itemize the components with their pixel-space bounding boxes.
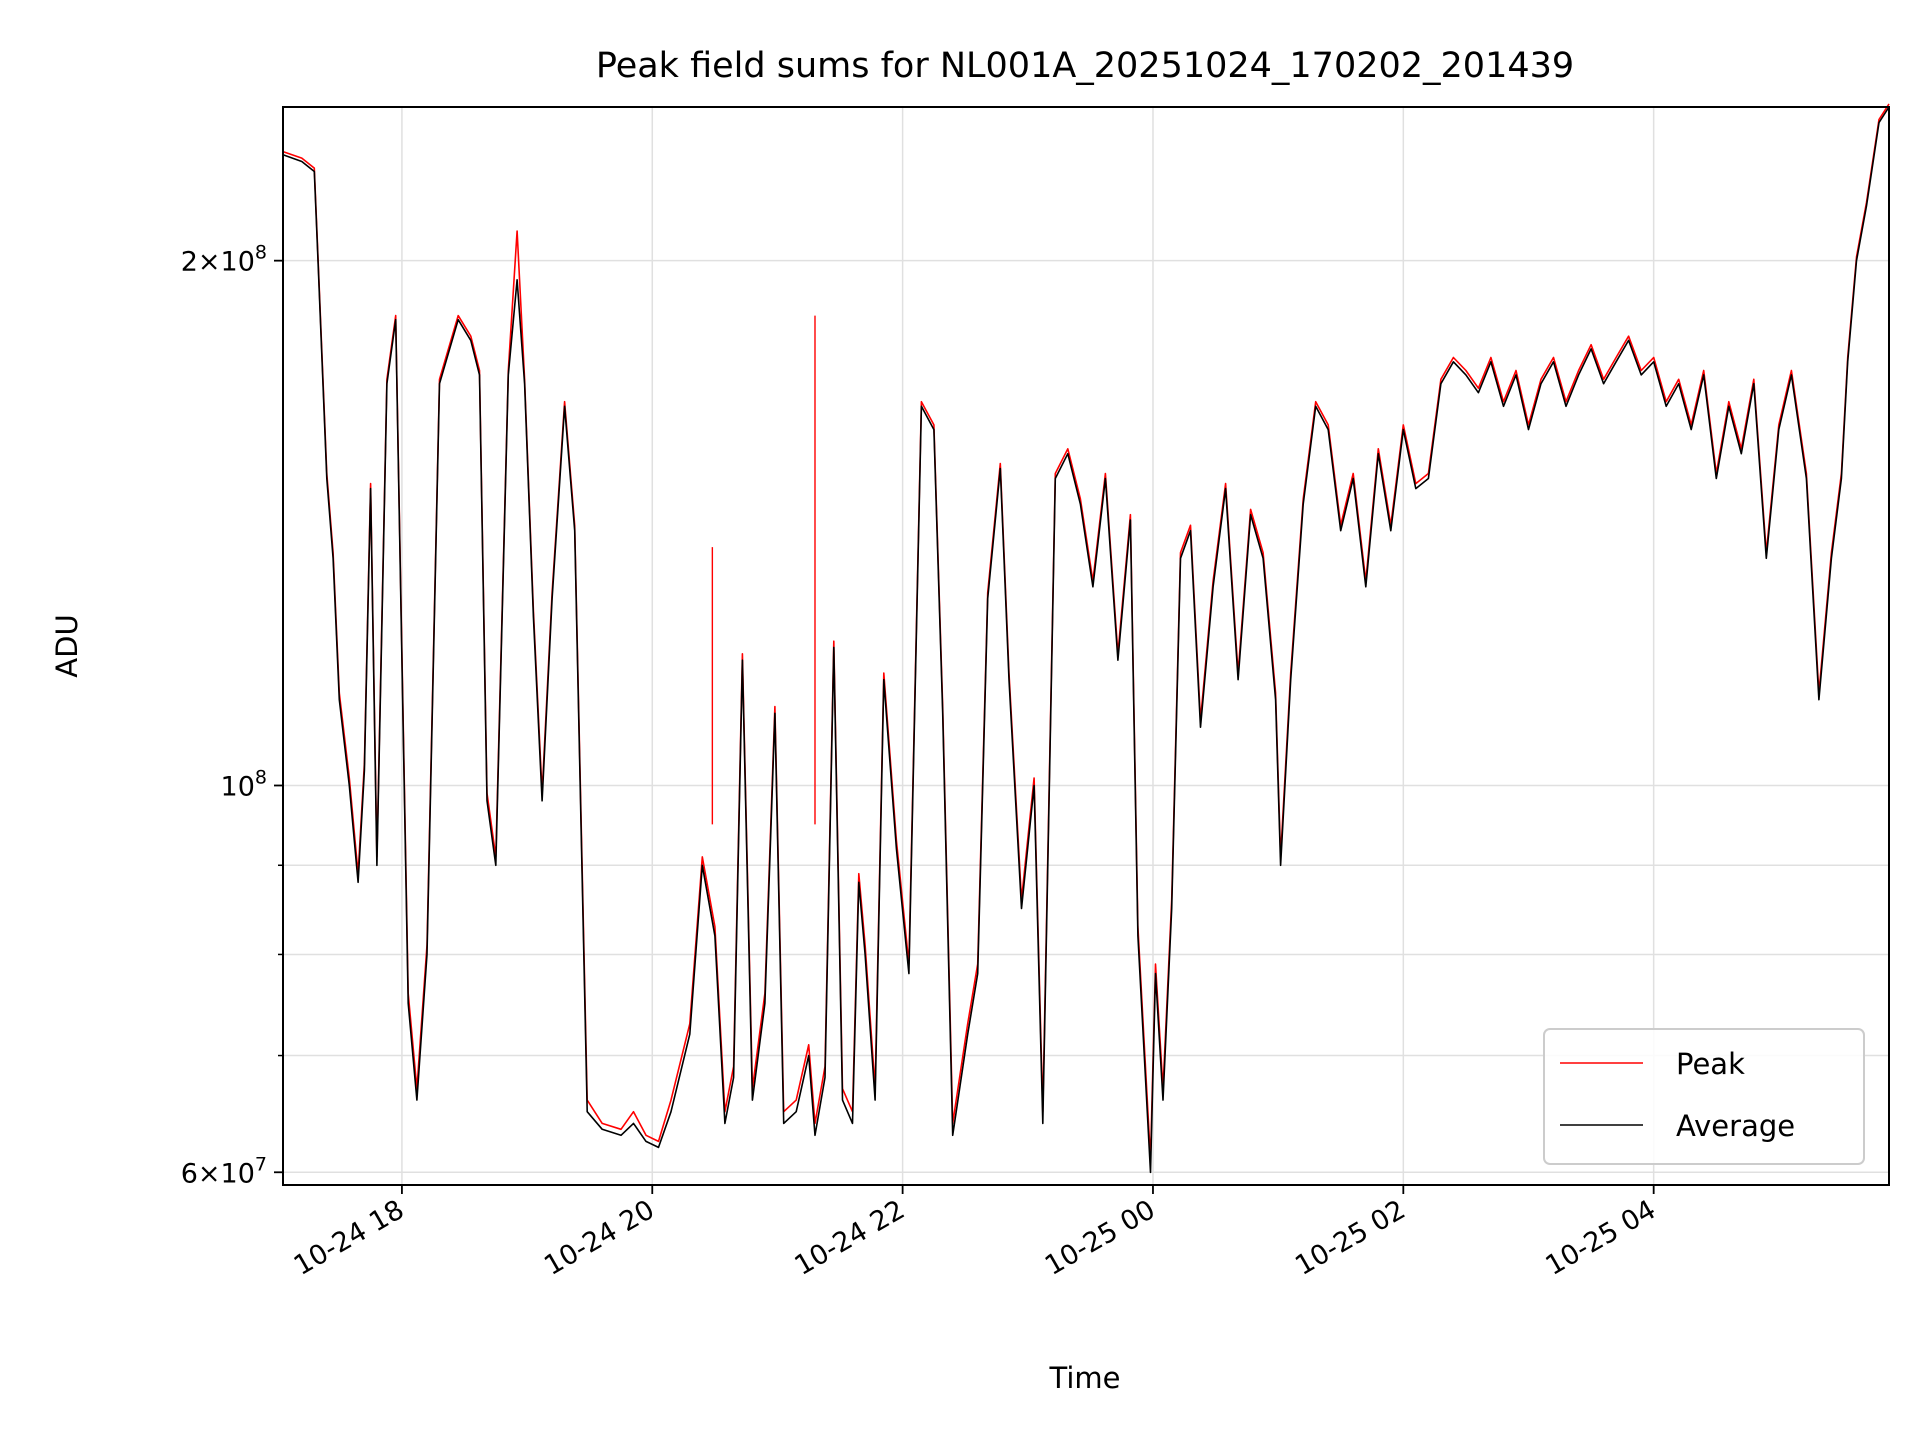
plot-frame xyxy=(282,106,1890,1186)
y-axis-label: ADU xyxy=(50,614,84,677)
legend-peak-label: Peak xyxy=(1676,1047,1745,1081)
legend: Peak Average xyxy=(1543,1028,1865,1165)
y-tick-label: 2×108 xyxy=(181,242,267,278)
legend-average-label: Average xyxy=(1676,1109,1795,1143)
grid xyxy=(283,107,1889,1185)
x-axis-label: Time xyxy=(1049,1361,1121,1395)
y-tick-label: 108 xyxy=(221,766,267,802)
y-axis: 6×107 108 2×108 xyxy=(181,242,283,1189)
series-group xyxy=(282,103,1890,1174)
chart-title: Peak field sums for NL001A_20251024_1702… xyxy=(596,46,1574,86)
y-tick-label: 6×107 xyxy=(181,1153,267,1189)
series-line-average xyxy=(282,106,1890,1174)
